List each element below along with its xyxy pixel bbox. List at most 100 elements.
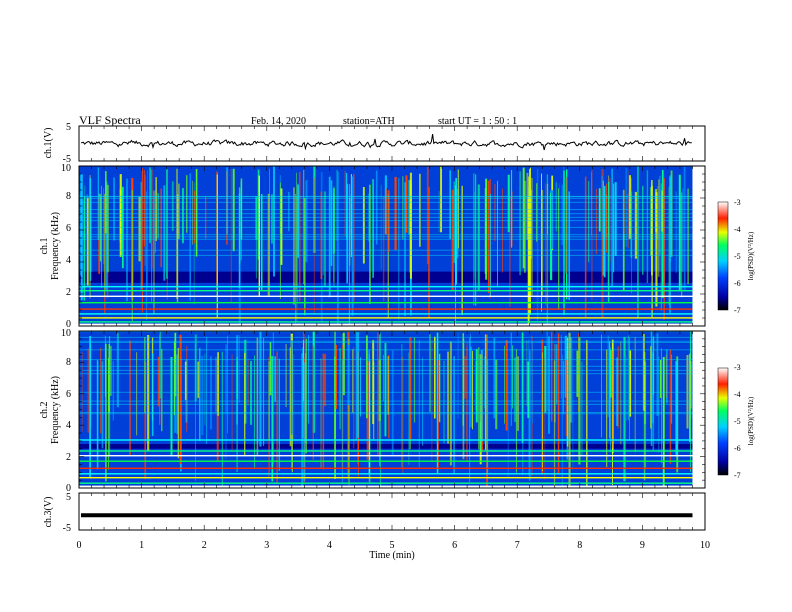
sferic-streak	[657, 186, 658, 239]
noise-band	[79, 340, 693, 342]
sferic-streak	[303, 169, 305, 284]
sferic-streak	[547, 184, 549, 235]
sferic-streak	[344, 171, 346, 237]
sferic-streak	[515, 349, 518, 473]
sferic-streak	[462, 333, 464, 426]
sferic-streak	[170, 357, 173, 457]
ch3-waveform-ticks	[78, 493, 706, 530]
sferic-streak	[528, 339, 530, 476]
sferic-streak	[528, 350, 531, 481]
ch3-ytick-5: 5	[66, 492, 71, 503]
sferic-streak	[634, 337, 636, 453]
sferic-streak	[113, 177, 115, 241]
noise-band	[79, 201, 693, 203]
sferic-streak	[375, 170, 378, 245]
sferic-streak	[546, 174, 549, 325]
noise-band	[79, 195, 693, 197]
sferic-streak	[623, 336, 626, 482]
ch2-ytick-10: 10	[61, 328, 71, 339]
sferic-streak	[529, 167, 531, 315]
sferic-streak	[160, 188, 162, 268]
ch1-colorbar-tick-5: -5	[734, 252, 741, 261]
sferic-streak	[586, 340, 588, 488]
sferic-streak	[683, 166, 686, 291]
spectrogram-dark-band	[79, 444, 693, 449]
ch1-colorbar-tick-6: -6	[734, 279, 741, 288]
sferic-streak	[455, 185, 456, 325]
sferic-streak	[578, 337, 581, 465]
sferic-streak	[428, 186, 430, 319]
x-tick-label: 2	[202, 540, 207, 551]
sferic-streak	[469, 337, 471, 483]
sferic-streak	[627, 193, 629, 248]
ch1-spectrogram-ylabel: Frequency (kHz)	[50, 212, 61, 280]
sferic-streak	[391, 350, 394, 457]
sferic-streak	[119, 189, 122, 242]
sferic-streak	[122, 186, 124, 269]
sferic-streak	[269, 168, 270, 265]
sferic-streak	[86, 197, 89, 286]
sferic-streak	[470, 334, 471, 396]
sferic-streak	[206, 336, 208, 444]
sferic-streak	[658, 179, 660, 277]
sferic-streak	[617, 346, 620, 428]
sferic-streak	[110, 345, 112, 396]
band-line	[79, 473, 693, 475]
station-label: station=ATH	[343, 116, 395, 127]
sferic-streak	[437, 359, 439, 467]
sferic-streak	[404, 182, 406, 317]
sferic-streak	[268, 361, 270, 441]
sferic-streak	[656, 333, 659, 417]
ch1-ytick-0: 0	[66, 319, 71, 330]
spectrogram-dark-band	[79, 271, 693, 283]
sferic-streak	[226, 167, 229, 235]
sferic-streak	[377, 332, 379, 457]
sferic-streak	[98, 195, 101, 274]
sferic-streak	[690, 361, 692, 409]
sferic-streak	[279, 182, 281, 299]
sferic-streak	[324, 353, 327, 407]
sferic-streak	[443, 360, 445, 444]
ch1-ytick-6: 6	[66, 223, 71, 234]
spectrogram-nodata	[692, 331, 705, 488]
sferic-streak	[655, 192, 658, 307]
sferic-streak	[398, 177, 400, 320]
sferic-streak	[232, 168, 235, 252]
ch2-spectrogram-channel-label: ch.2	[39, 402, 50, 419]
sferic-streak	[240, 178, 243, 240]
noise-band	[79, 391, 693, 393]
sferic-streak	[542, 352, 543, 471]
noise-band	[79, 373, 693, 375]
sferic-streak	[143, 170, 145, 247]
band-line	[79, 460, 693, 462]
x-tick-label: 3	[264, 540, 269, 551]
sferic-streak	[372, 340, 375, 425]
sferic-streak	[523, 180, 526, 273]
sferic-streak	[141, 167, 143, 313]
sferic-streak	[531, 335, 533, 477]
ch1-ytick-5: 5	[66, 122, 71, 133]
sferic-streak	[244, 353, 246, 456]
sferic-streak	[478, 347, 480, 450]
sferic-streak	[255, 197, 257, 279]
sferic-streak	[89, 178, 92, 281]
sferic-streak	[323, 191, 326, 287]
sferic-streak	[611, 168, 613, 287]
ch1-ytick-10: 10	[61, 163, 71, 174]
sferic-streak	[631, 178, 632, 294]
sferic-streak	[562, 360, 564, 414]
x-tick-label: 5	[390, 540, 395, 551]
sferic-streak	[689, 353, 691, 442]
sferic-streak	[509, 196, 511, 307]
sferic-streak	[108, 344, 110, 414]
band-line	[79, 467, 693, 469]
ch1-colorbar-label: log(PSD)(V²/Hz)	[747, 231, 755, 280]
sferic-streak	[89, 336, 91, 479]
sferic-streak	[661, 190, 663, 232]
sferic-streak	[548, 336, 550, 434]
sferic-streak	[166, 169, 168, 279]
sferic-streak	[210, 356, 212, 430]
noise-band	[79, 400, 693, 402]
sferic-streak	[336, 171, 339, 326]
sferic-streak	[335, 344, 337, 409]
